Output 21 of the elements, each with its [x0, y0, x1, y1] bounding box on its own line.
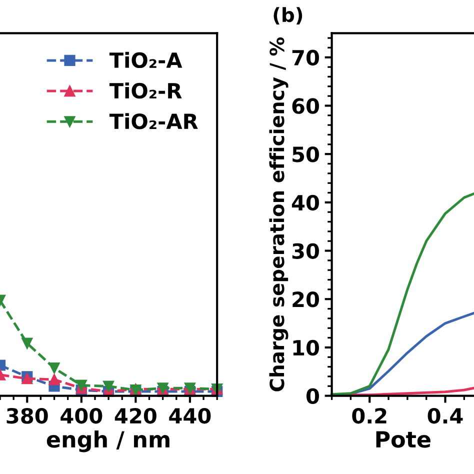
x-tick-label: 0.4	[428, 408, 463, 424]
y-axis-title: Charge seperation efficiency / %	[269, 37, 288, 392]
y-tick-label: 60	[292, 98, 319, 114]
y-tick-label: 10	[293, 340, 319, 356]
y-tick-label: 70	[292, 50, 319, 66]
y-tick-label: 40	[292, 194, 319, 211]
y-tick-label: 20	[292, 292, 319, 308]
x-tick-label: 420	[114, 408, 156, 424]
y-tick-label: 0	[306, 388, 319, 404]
x-axis-title: engh / nm	[46, 430, 170, 452]
legend-label: TiO₂-R	[109, 82, 182, 99]
x-axis-title: Pote	[376, 431, 430, 448]
y-tick-label: 50	[292, 146, 319, 162]
legend-label: TiO₂-A	[109, 52, 182, 68]
x-tick-label: 380	[6, 408, 48, 424]
x-tick-label: 0.2	[352, 408, 386, 424]
text: (b)	[274, 7, 302, 24]
x-tick-label: 440	[169, 408, 211, 424]
legend-label: TiO₂-AR	[109, 113, 198, 130]
x-tick-label: 400	[60, 408, 102, 424]
y-tick-label: 30	[292, 243, 319, 259]
